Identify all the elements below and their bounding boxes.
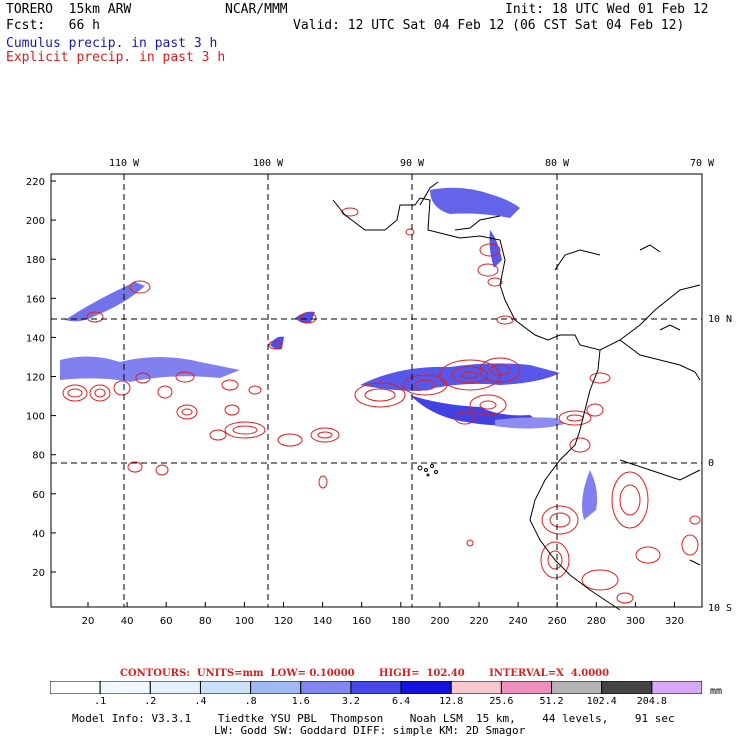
grid-x-label: 320: [665, 616, 684, 627]
explicit-precip-contours: [62, 207, 701, 604]
field-explicit-label: Explicit precip. in past 3 h: [6, 50, 226, 65]
grid-y-label: 200: [26, 216, 45, 227]
grid-y-label: 140: [26, 333, 45, 344]
color-bin-label: 25.6: [489, 696, 514, 707]
color-bin: [450, 681, 502, 694]
grid-x-label: 100: [235, 616, 254, 627]
color-scale-units: mm: [709, 686, 723, 697]
galapagos-islands: [417, 464, 438, 477]
field-cumulus-label: Cumulus precip. in past 3 h: [6, 36, 218, 51]
model-info-line1: Model Info: V3.3.1 Tiedtke YSU PBL Thomp…: [72, 712, 675, 725]
grid-x-label: 240: [509, 616, 528, 627]
grid-x-label: 180: [391, 616, 410, 627]
grid-x-label: 60: [160, 616, 173, 627]
grid-y-label: 180: [26, 255, 45, 266]
lat-label: 0: [708, 458, 714, 469]
grid-x-label: 140: [313, 616, 332, 627]
model-name: TORERO 15km ARW: [6, 2, 132, 17]
grid-x-label: 220: [469, 616, 488, 627]
grid-x-label: 20: [82, 616, 95, 627]
lon-label: 70 W: [690, 158, 715, 169]
grid-x-label: 40: [121, 616, 134, 627]
grid-y-label: 120: [26, 373, 45, 384]
grid-y-label: 220: [26, 177, 45, 188]
precip-map: 110 W 100 W 90 W 80 W 70 W 10 N 0 10 S 220 200 1…: [26, 158, 732, 627]
color-bin-label: 204.8: [636, 696, 667, 707]
color-bin-label: 12.8: [439, 696, 464, 707]
cumulus-precip-areas: [60, 187, 598, 520]
color-bin: [149, 681, 201, 694]
color-bin: [300, 681, 352, 694]
lon-label: 100 W: [253, 158, 284, 169]
color-bin-label: .8: [244, 696, 257, 707]
color-bin-label: 6.4: [392, 696, 411, 707]
grid-y-label: 60: [32, 490, 45, 501]
color-bin-label: .2: [144, 696, 157, 707]
grid-y-label: 160: [26, 294, 45, 305]
color-bin-label: .1: [94, 696, 107, 707]
color-bin: [199, 681, 252, 694]
grid-x-label: 300: [626, 616, 645, 627]
color-bin: [400, 681, 452, 694]
grid-x-label: 80: [199, 616, 212, 627]
color-bin-label: 102.4: [586, 696, 617, 707]
color-bin: [601, 681, 653, 694]
color-bin: [551, 681, 603, 694]
color-bin-label: 3.2: [341, 696, 360, 707]
grid-x-label: 260: [548, 616, 567, 627]
org-name: NCAR/MMM: [225, 2, 288, 17]
model-info-line2: LW: Godd SW: Goddard DIFF: simple KM: 2D…: [214, 724, 526, 737]
grid-x-label: 280: [587, 616, 606, 627]
color-scale-bar: [50, 681, 702, 694]
lat-lon-grid: [51, 174, 702, 607]
color-bin: [651, 681, 702, 694]
lat-label: 10 S: [708, 603, 732, 614]
color-bin: [50, 681, 101, 694]
grid-y-label: 80: [32, 451, 45, 462]
contours-legend-text: CONTOURS: UNITS=mm LOW= 0.10000 HIGH= 10…: [120, 668, 610, 679]
map-frame: [50, 173, 703, 608]
color-bin: [350, 681, 402, 694]
grid-x-label: 200: [430, 616, 449, 627]
forecast-hour: Fcst: 66 h: [6, 18, 100, 33]
init-time: Init: 18 UTC Wed 01 Feb 12: [505, 2, 709, 17]
color-scale-labels: .1 .2 .4 .8 1.6 3.2 6.4 12.8 25.6 51.2 102.4 204.8 m…: [0, 686, 740, 708]
lon-label: 80 W: [545, 158, 570, 169]
coastlines: [332, 181, 701, 611]
grid-x-label: 160: [352, 616, 371, 627]
color-bin: [99, 681, 151, 694]
grid-y-label: 100: [26, 412, 45, 423]
lon-label: 90 W: [400, 158, 425, 169]
grid-y-label: 40: [32, 529, 45, 540]
color-bin-label: .4: [194, 696, 207, 707]
color-bin-label: 1.6: [291, 696, 310, 707]
color-bin: [250, 681, 302, 694]
color-bin-label: 51.2: [539, 696, 564, 707]
lon-label: 110 W: [109, 158, 140, 169]
valid-time: Valid: 12 UTC Sat 04 Feb 12 (06 CST Sat …: [293, 18, 685, 33]
grid-x-label: 120: [274, 616, 293, 627]
lat-label: 10 N: [708, 314, 732, 325]
grid-y-label: 20: [32, 568, 45, 579]
color-bin: [500, 681, 553, 694]
